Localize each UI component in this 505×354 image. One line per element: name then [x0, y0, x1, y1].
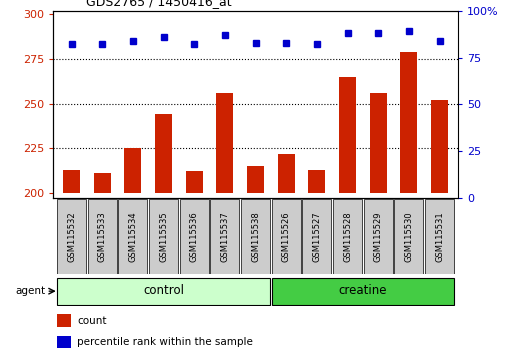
Text: GDS2765 / 1450416_at: GDS2765 / 1450416_at [85, 0, 231, 8]
Bar [277, 154, 294, 193]
Text: GSM115528: GSM115528 [342, 211, 351, 262]
Bar [57, 336, 71, 348]
Text: GSM115531: GSM115531 [434, 211, 443, 262]
Text: GSM115530: GSM115530 [403, 211, 413, 262]
Text: GSM115529: GSM115529 [373, 211, 382, 262]
Bar [399, 52, 417, 193]
Bar [430, 100, 447, 193]
Text: GSM115535: GSM115535 [159, 211, 168, 262]
Text: GSM115534: GSM115534 [128, 211, 137, 262]
FancyBboxPatch shape [394, 199, 423, 274]
FancyBboxPatch shape [363, 199, 392, 274]
FancyBboxPatch shape [210, 199, 239, 274]
FancyBboxPatch shape [179, 199, 208, 274]
FancyBboxPatch shape [332, 199, 361, 274]
FancyBboxPatch shape [271, 199, 300, 274]
FancyBboxPatch shape [57, 199, 86, 274]
Bar [308, 170, 325, 193]
Bar [216, 93, 233, 193]
FancyBboxPatch shape [302, 199, 331, 274]
Bar [246, 166, 264, 193]
Bar [93, 173, 111, 193]
FancyBboxPatch shape [149, 199, 178, 274]
Text: creatine: creatine [338, 284, 386, 297]
Text: GSM115526: GSM115526 [281, 211, 290, 262]
Text: GSM115536: GSM115536 [189, 211, 198, 262]
Text: GSM115527: GSM115527 [312, 211, 321, 262]
Bar [155, 114, 172, 193]
FancyBboxPatch shape [424, 199, 453, 274]
Bar [63, 170, 80, 193]
Bar [185, 171, 202, 193]
FancyBboxPatch shape [57, 278, 269, 305]
Text: GSM115538: GSM115538 [250, 211, 260, 262]
Text: GSM115537: GSM115537 [220, 211, 229, 262]
Bar [57, 314, 71, 327]
Text: percentile rank within the sample: percentile rank within the sample [77, 337, 253, 347]
Bar [338, 77, 355, 193]
Text: control: control [143, 284, 184, 297]
Text: agent: agent [15, 286, 45, 296]
Bar [369, 93, 386, 193]
Bar [124, 148, 141, 193]
FancyBboxPatch shape [118, 199, 147, 274]
Text: GSM115532: GSM115532 [67, 211, 76, 262]
Text: GSM115533: GSM115533 [97, 211, 107, 262]
FancyBboxPatch shape [87, 199, 116, 274]
FancyBboxPatch shape [241, 199, 269, 274]
Text: count: count [77, 316, 107, 326]
FancyBboxPatch shape [271, 278, 453, 305]
